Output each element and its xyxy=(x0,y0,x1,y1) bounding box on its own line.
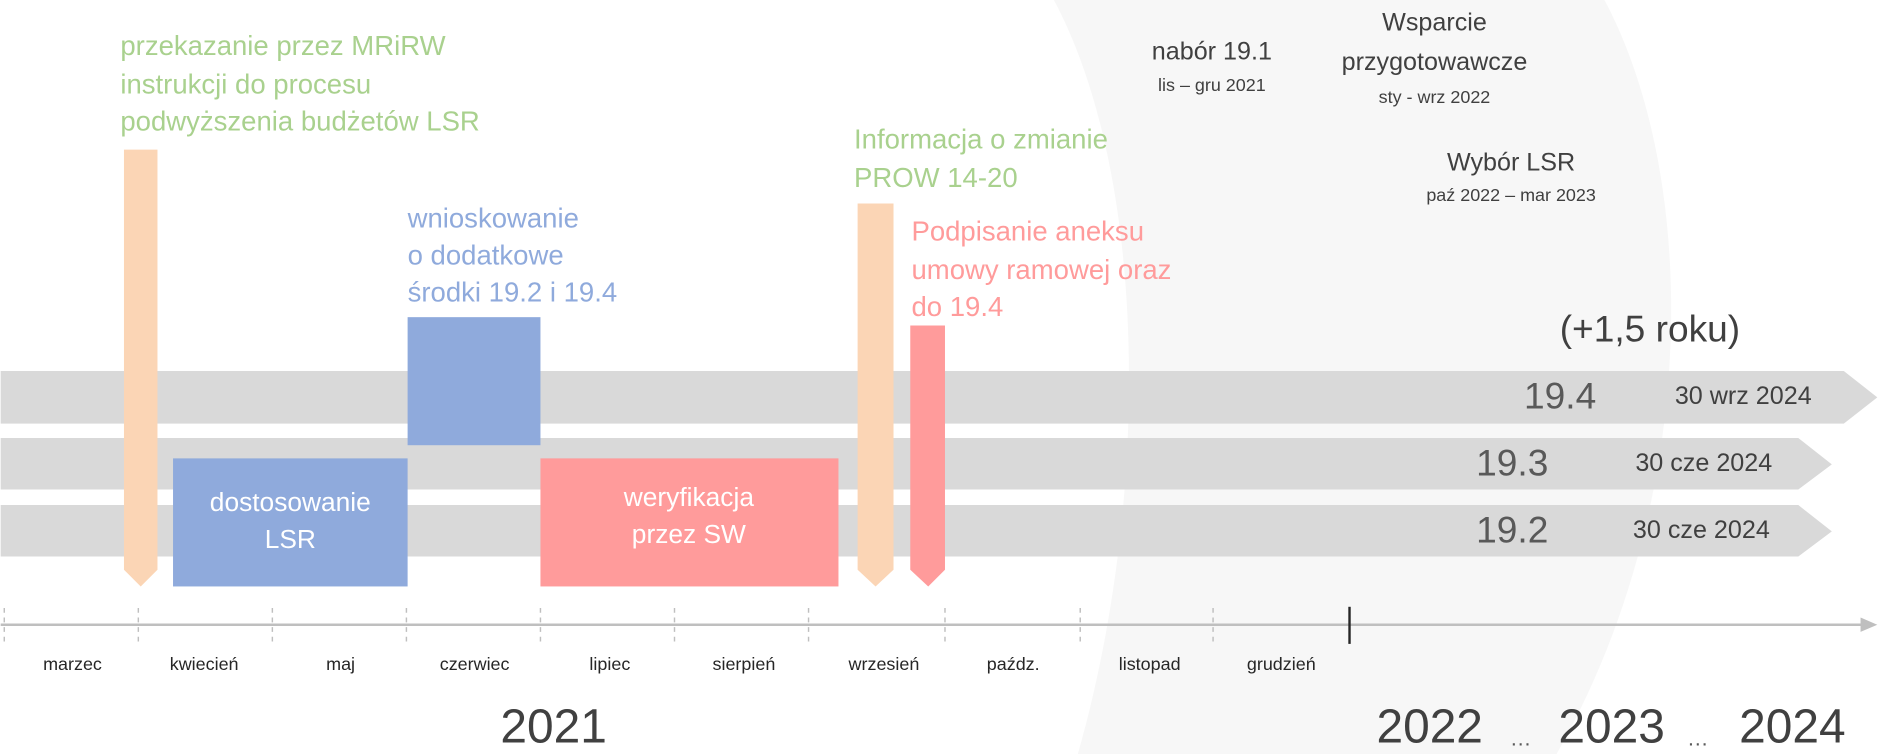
step-text: umowy ramowej oraz xyxy=(911,254,1171,285)
step-text: do 19.4 xyxy=(911,291,1003,322)
phase-title: nabór 19.1 xyxy=(1152,37,1272,65)
band-deadline: 30 cze 2024 xyxy=(1635,449,1772,477)
month-label: czerwiec xyxy=(440,654,510,674)
band-label: 19.2 xyxy=(1476,508,1548,550)
month-label: wrzesień xyxy=(848,654,920,674)
phase-title: Wsparcie xyxy=(1382,9,1487,37)
milestone-arrow xyxy=(857,203,894,587)
milestone-arrow xyxy=(910,325,945,587)
step-text: podwyższenia budżetów LSR xyxy=(120,106,479,137)
year-label: 2024 xyxy=(1739,701,1845,754)
step-text: o dodatkowe xyxy=(408,240,564,271)
block-label: weryfikacja xyxy=(623,482,755,512)
phase-title: przygotowawcze xyxy=(1342,48,1528,76)
request-block xyxy=(407,317,541,446)
year-label: 2022 xyxy=(1376,701,1482,754)
phase-period: lis – gru 2021 xyxy=(1158,75,1266,95)
block-label: przez SW xyxy=(632,519,746,549)
band-deadline: 30 cze 2024 xyxy=(1633,516,1770,544)
band-label: 19.4 xyxy=(1524,374,1596,416)
band-label: 19.3 xyxy=(1476,441,1548,483)
axis-arrow xyxy=(1860,617,1878,632)
month-label: listopad xyxy=(1119,654,1181,674)
month-label: kwiecień xyxy=(170,654,239,674)
step-text: wnioskowanie xyxy=(407,202,579,233)
year-label: 2021 xyxy=(500,701,606,754)
band-deadline: 30 wrz 2024 xyxy=(1675,382,1812,410)
separator: … xyxy=(1510,726,1532,750)
milestone-arrow xyxy=(123,149,158,587)
block-label: LSR xyxy=(265,524,316,554)
step-text: środki 19.2 i 19.4 xyxy=(408,277,618,308)
extension-label: (+1,5 roku) xyxy=(1560,307,1740,349)
year-label: 2023 xyxy=(1558,701,1664,754)
month-ticks xyxy=(3,607,1214,644)
step-text: instrukcji do procesu xyxy=(120,68,371,99)
month-label: grudzień xyxy=(1247,654,1316,674)
separator: … xyxy=(1687,726,1709,750)
month-label: sierpień xyxy=(713,654,776,674)
month-label: maj xyxy=(326,654,355,674)
verify-block xyxy=(540,458,839,587)
adjust-block xyxy=(173,458,408,587)
block-label: dostosowanie xyxy=(210,487,371,517)
month-labels: marzec kwiecień maj czerwiec lipiec sierpień w… xyxy=(43,654,1316,674)
month-label: paźdz. xyxy=(987,654,1040,674)
step-text: PROW 14-20 xyxy=(854,162,1018,193)
month-label: marzec xyxy=(43,654,102,674)
step-text: przekazanie przez MRiRW xyxy=(120,30,445,61)
phase-period: paź 2022 – mar 2023 xyxy=(1426,185,1596,205)
phase-period: sty - wrz 2022 xyxy=(1379,87,1491,107)
month-label: lipiec xyxy=(589,654,630,674)
step-text: Podpisanie aneksu xyxy=(911,216,1144,247)
phase-title: Wybór LSR xyxy=(1447,149,1575,177)
step-text: Informacja o zmianie xyxy=(854,123,1108,154)
